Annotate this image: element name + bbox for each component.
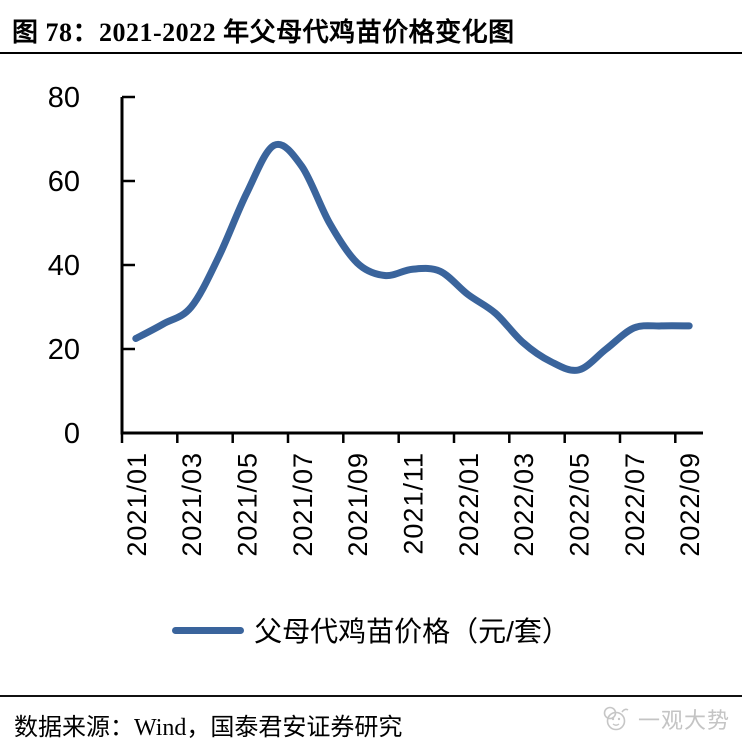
x-tick-label: 2021/05 [233,452,263,557]
x-tick-label: 2022/07 [620,452,650,557]
x-tick-label: 2021/11 [399,452,429,555]
price-series-line [132,140,693,374]
y-tick-label: 20 [48,334,80,366]
title-divider [0,52,742,54]
x-tick-label: 2022/09 [675,452,705,557]
axis-lines [120,97,703,435]
legend-label: 父母代鸡苗价格（元/套） [254,616,570,647]
footer-divider [0,695,742,697]
legend: 父母代鸡苗价格（元/套） [0,610,742,650]
brand-name: 一观大势 [637,708,730,733]
y-tick-label: 0 [64,418,80,450]
brand-watermark: 一观大势 [600,703,730,735]
y-tick-label: 40 [48,250,80,282]
x-tick-label: 2021/01 [122,452,152,557]
chart-title: 图 78：2021-2022 年父母代鸡苗价格变化图 [12,18,515,47]
x-tick-label: 2022/05 [565,452,595,557]
x-tick-label: 2022/03 [509,452,539,557]
y-tick-label: 60 [48,166,80,198]
brand-mascot-icon [603,706,629,731]
x-tick-label: 2022/01 [454,452,484,557]
x-tick-label: 2021/09 [343,452,373,557]
price-line-chart: 0 20 40 60 80 2021/01 2021/03 2021/05 2021/07 202… [48,82,705,557]
legend-line-swatch [172,626,245,634]
data-source-text: 数据来源：Wind，国泰君安证券研究 [14,715,403,741]
y-tick-label: 80 [48,82,80,114]
x-tick-label: 2021/07 [288,452,318,557]
x-tick-label: 2021/03 [177,452,207,557]
